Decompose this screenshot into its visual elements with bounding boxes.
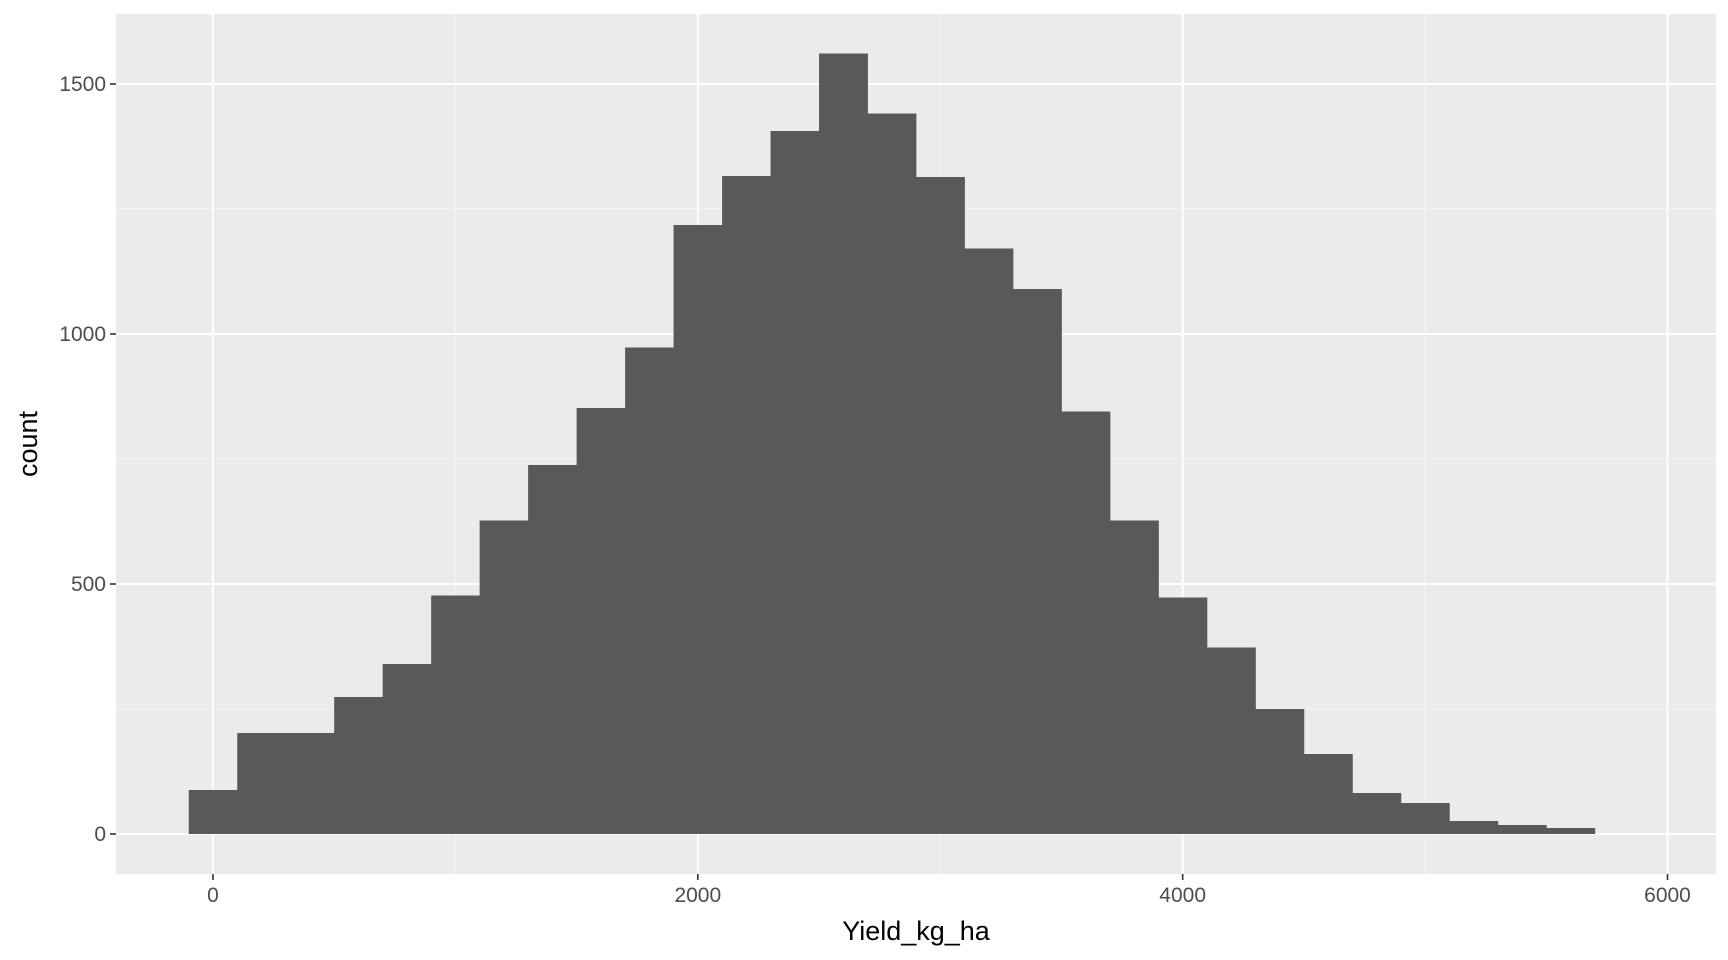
x-axis-title: Yield_kg_ha xyxy=(842,916,991,946)
histogram-bar xyxy=(964,248,1014,834)
histogram-bar xyxy=(770,131,820,834)
histogram-bar xyxy=(237,733,287,834)
y-axis: 0 500 1000 1500 xyxy=(59,73,116,846)
x-axis: 0 2000 4000 6000 xyxy=(207,874,1691,907)
y-tick-label: 0 xyxy=(94,823,106,846)
histogram-bar xyxy=(1255,709,1305,834)
histogram-bar xyxy=(1109,520,1159,834)
histogram-bar xyxy=(576,408,626,834)
histogram-bar xyxy=(1012,289,1062,834)
histogram-bar xyxy=(1449,821,1499,834)
x-tick-label: 4000 xyxy=(1159,884,1206,907)
histogram-bar xyxy=(1400,803,1450,834)
histogram-bar xyxy=(1497,825,1547,834)
histogram-bar xyxy=(1303,754,1353,834)
histogram-bar xyxy=(382,664,432,834)
histogram-bar xyxy=(1546,828,1596,834)
histogram-bar xyxy=(188,790,238,834)
histogram-bars xyxy=(188,53,1596,834)
y-tick-label: 1000 xyxy=(59,323,106,346)
x-tick-label: 0 xyxy=(207,884,219,907)
histogram-bar xyxy=(1352,793,1402,834)
histogram-bar xyxy=(528,465,578,834)
histogram-bar xyxy=(334,697,384,834)
x-tick-label: 6000 xyxy=(1644,884,1691,907)
y-tick-label: 1500 xyxy=(59,73,106,96)
histogram-bar xyxy=(819,53,868,834)
histogram-bar xyxy=(673,225,723,834)
y-tick-label: 500 xyxy=(71,573,106,596)
histogram-bar xyxy=(916,177,965,834)
histogram-bar xyxy=(285,733,335,834)
histogram-bar xyxy=(1061,411,1111,834)
histogram-bar xyxy=(479,520,529,834)
histogram-bar xyxy=(431,595,481,834)
histogram-bar xyxy=(722,176,771,834)
histogram-bar xyxy=(1158,597,1208,834)
y-axis-title: count xyxy=(13,410,43,477)
histogram-bar xyxy=(625,347,674,834)
histogram-bar xyxy=(1206,647,1256,834)
x-tick-label: 2000 xyxy=(674,884,721,907)
histogram-bar xyxy=(867,113,917,834)
